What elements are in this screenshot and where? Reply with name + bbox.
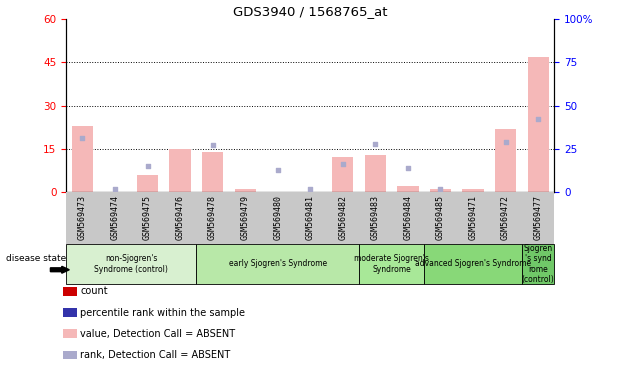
- Bar: [365, 155, 386, 192]
- Bar: [234, 189, 256, 192]
- Text: GSM569472: GSM569472: [501, 195, 510, 240]
- FancyBboxPatch shape: [359, 244, 424, 284]
- Text: GSM569482: GSM569482: [338, 195, 347, 240]
- Text: count: count: [80, 286, 108, 296]
- Text: GSM569475: GSM569475: [143, 195, 152, 240]
- Point: [110, 185, 120, 192]
- Point: [338, 161, 348, 167]
- Point: [305, 185, 315, 192]
- Text: GSM569477: GSM569477: [534, 195, 542, 240]
- Bar: [527, 57, 549, 192]
- FancyBboxPatch shape: [424, 244, 522, 284]
- FancyBboxPatch shape: [66, 244, 197, 284]
- Text: moderate Sjogren's
Syndrome: moderate Sjogren's Syndrome: [354, 254, 429, 274]
- Text: GSM569481: GSM569481: [306, 195, 315, 240]
- Point: [273, 167, 283, 173]
- Point: [435, 185, 445, 192]
- Text: GSM569484: GSM569484: [403, 195, 413, 240]
- Text: non-Sjogren's
Syndrome (control): non-Sjogren's Syndrome (control): [94, 254, 168, 274]
- Point: [77, 136, 88, 142]
- Text: GSM569478: GSM569478: [208, 195, 217, 240]
- FancyBboxPatch shape: [197, 244, 359, 284]
- Point: [142, 163, 152, 169]
- Bar: [495, 129, 516, 192]
- Bar: [202, 152, 223, 192]
- FancyBboxPatch shape: [522, 244, 554, 284]
- Text: Sjogren
's synd
rome
(control): Sjogren 's synd rome (control): [522, 244, 554, 284]
- Bar: [462, 189, 484, 192]
- Point: [533, 116, 543, 122]
- Point: [370, 141, 381, 147]
- Text: GSM569471: GSM569471: [469, 195, 478, 240]
- Text: percentile rank within the sample: percentile rank within the sample: [80, 308, 245, 318]
- Text: GSM569476: GSM569476: [176, 195, 185, 240]
- Bar: [137, 175, 158, 192]
- Text: advanced Sjogren's Syndrome: advanced Sjogren's Syndrome: [415, 260, 531, 268]
- Bar: [169, 149, 191, 192]
- Point: [500, 139, 510, 145]
- Bar: [398, 186, 418, 192]
- Text: early Sjogren's Syndrome: early Sjogren's Syndrome: [229, 260, 327, 268]
- Text: GSM569473: GSM569473: [78, 195, 87, 240]
- Bar: [72, 126, 93, 192]
- Text: GSM569480: GSM569480: [273, 195, 282, 240]
- Title: GDS3940 / 1568765_at: GDS3940 / 1568765_at: [233, 5, 387, 18]
- Text: rank, Detection Call = ABSENT: rank, Detection Call = ABSENT: [80, 350, 230, 360]
- Text: GSM569483: GSM569483: [371, 195, 380, 240]
- Bar: [332, 157, 353, 192]
- Point: [207, 142, 218, 149]
- Text: GSM569479: GSM569479: [241, 195, 249, 240]
- Text: disease state: disease state: [6, 254, 67, 263]
- Text: GSM569474: GSM569474: [110, 195, 120, 240]
- Text: value, Detection Call = ABSENT: value, Detection Call = ABSENT: [80, 329, 235, 339]
- Bar: [430, 189, 451, 192]
- Text: GSM569485: GSM569485: [436, 195, 445, 240]
- Point: [403, 165, 413, 171]
